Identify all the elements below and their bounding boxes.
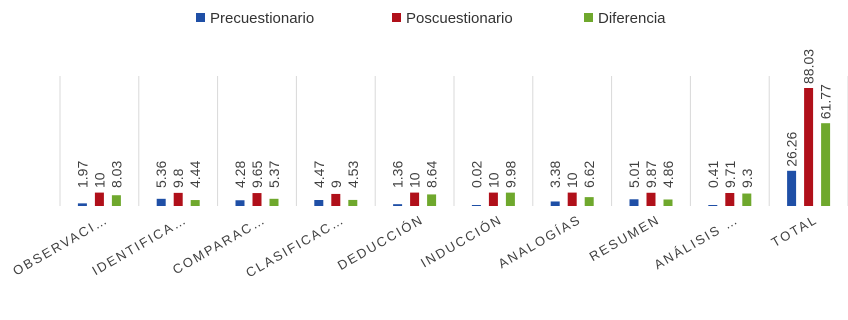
value-label-1-10: 26.26: [784, 132, 800, 167]
bar-1-5: [393, 204, 403, 206]
value-label-2-5: 10: [407, 172, 423, 188]
legend-swatch-3: [584, 13, 593, 22]
bar-3-5: [427, 194, 437, 206]
value-label-1-2: 5.36: [153, 161, 169, 188]
bar-2-1: [94, 192, 104, 206]
bar-2-8: [646, 192, 656, 206]
value-label-3-1: 8.03: [108, 161, 124, 188]
bar-3-2: [190, 200, 200, 206]
legend-label-1: Precuestionario: [210, 10, 314, 27]
value-label-2-6: 10: [485, 172, 501, 188]
value-label-2-7: 10: [564, 172, 580, 188]
value-label-3-4: 4.53: [345, 161, 361, 188]
value-label-1-1: 1.97: [74, 161, 90, 188]
legend: Precuestionario Poscuestionario Diferencia: [196, 10, 666, 27]
category-label-10: TOTAL: [769, 212, 820, 250]
value-label-1-6: 0.02: [468, 161, 484, 188]
category-label-7: ANALOGÍAS: [496, 212, 584, 272]
value-label-1-5: 1.36: [390, 161, 406, 188]
bar-3-7: [584, 197, 594, 206]
value-label-3-2: 4.44: [187, 161, 203, 188]
category-label-9: ANÁLISIS …: [651, 212, 741, 273]
value-label-3-9: 9.3: [739, 168, 755, 188]
bar-1-9: [708, 205, 718, 206]
value-label-2-9: 9.71: [722, 161, 738, 188]
bar-1-8: [629, 199, 639, 206]
bar-2-10: [804, 88, 814, 206]
bar-1-4: [314, 200, 324, 206]
value-label-2-8: 9.87: [643, 161, 659, 188]
legend-swatch-2: [392, 13, 401, 22]
value-label-2-3: 9.65: [249, 161, 265, 188]
bars: [77, 88, 831, 206]
bar-2-9: [725, 192, 735, 206]
value-label-3-5: 8.64: [424, 161, 440, 188]
bar-3-4: [348, 199, 358, 206]
value-label-1-9: 0.41: [705, 161, 721, 188]
bar-3-10: [821, 123, 831, 206]
bar-3-3: [269, 198, 279, 206]
legend-label-3: Diferencia: [598, 10, 666, 27]
bar-2-6: [488, 192, 498, 206]
bar-1-3: [235, 200, 245, 206]
value-label-3-6: 9.98: [502, 161, 518, 188]
value-label-3-10: 61.77: [818, 84, 834, 119]
value-label-2-1: 10: [91, 172, 107, 188]
bar-1-7: [550, 201, 560, 206]
category-label-5: DEDUCCIÓN: [335, 212, 426, 273]
bar-1-1: [77, 203, 87, 206]
bar-3-1: [111, 195, 121, 206]
value-label-2-4: 9: [328, 180, 344, 188]
value-label-3-7: 6.62: [581, 161, 597, 188]
value-label-1-3: 4.28: [232, 161, 248, 188]
value-label-1-4: 4.47: [311, 161, 327, 188]
bar-2-3: [252, 193, 262, 206]
value-labels: 1.97 10 8.03 5.36 9.8 4.44 4.28 9.65 5.37 4.47 9 4.…: [74, 49, 833, 188]
bar-2-4: [331, 193, 341, 206]
value-label-2-10: 88.03: [801, 49, 817, 84]
value-label-2-2: 9.8: [170, 168, 186, 188]
category-dividers: [59, 76, 848, 206]
legend-label-2: Poscuestionario: [406, 10, 513, 27]
bar-3-8: [663, 199, 673, 206]
value-label-1-8: 5.01: [626, 161, 642, 188]
bar-2-5: [410, 192, 420, 206]
category-label-6: INDUCCIÓN: [418, 212, 505, 271]
bar-2-2: [173, 192, 183, 206]
bar-3-6: [505, 192, 515, 206]
bar-1-6: [471, 205, 481, 206]
category-label-8: RESUMEN: [587, 212, 663, 264]
bar-1-2: [156, 198, 166, 206]
bar-3-9: [742, 193, 752, 206]
value-label-3-8: 4.86: [660, 161, 676, 188]
legend-swatch-1: [196, 13, 205, 22]
bar-1-10: [787, 170, 797, 206]
value-label-3-3: 5.37: [266, 161, 282, 188]
value-label-1-7: 3.38: [547, 161, 563, 188]
bar-2-7: [567, 192, 577, 206]
category-labels: OBSERVACI…IDENTIFICA…COMPARAC…CLASIFICAC…: [10, 212, 820, 281]
